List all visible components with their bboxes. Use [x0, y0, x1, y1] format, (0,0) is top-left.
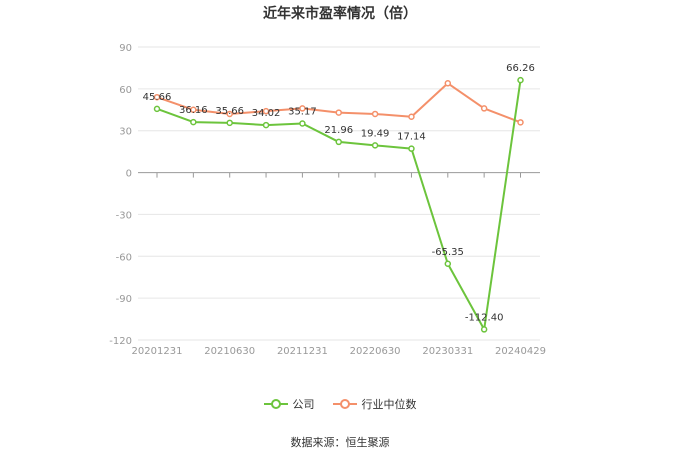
- data-label: 35.17: [288, 107, 317, 118]
- point-company: [153, 105, 161, 113]
- data-label: 36.16: [179, 105, 208, 116]
- data-label: 19.49: [361, 128, 390, 139]
- data-label: -112.40: [465, 312, 504, 323]
- data-label: 66.26: [506, 63, 535, 74]
- point-industry-median: [408, 113, 415, 121]
- point-company: [408, 145, 415, 152]
- point-company: [444, 260, 452, 268]
- x-tick-label: 20210630: [204, 346, 255, 357]
- point-industry-median: [262, 107, 270, 115]
- x-tick-label: 20211231: [277, 346, 328, 357]
- point-industry-median: [153, 93, 161, 101]
- data-source: 数据来源：恒生聚源: [290, 436, 390, 449]
- legend-item-company[interactable]: 公司: [263, 396, 315, 412]
- point-industry-median: [371, 110, 379, 118]
- x-tick-label: 20220630: [350, 346, 401, 357]
- series: [153, 76, 524, 333]
- point-industry-median: [517, 119, 524, 126]
- data-label: 21.96: [324, 125, 353, 136]
- chart-title: 近年来市盈率情况（倍）: [263, 6, 417, 22]
- y-tick-label: -120: [109, 336, 132, 347]
- point-company: [226, 119, 233, 127]
- data-label: 17.14: [397, 132, 426, 143]
- point-company: [371, 142, 379, 149]
- series-line-company: [156, 79, 522, 331]
- point-industry-median: [335, 109, 342, 116]
- point-company: [299, 120, 306, 127]
- data-labels: 45.66 36.16 35.66 34.02 35.17 21.96 19.49 17.14…: [143, 63, 535, 323]
- grid-lines: [138, 46, 540, 341]
- y-tick-label: 30: [119, 127, 132, 138]
- legend-label-industry-median: 行业中位数: [361, 398, 417, 411]
- y-tick-label: -60: [116, 252, 132, 263]
- y-tick-label: 0: [126, 169, 132, 180]
- point-company: [480, 326, 488, 333]
- point-industry-median: [299, 105, 306, 112]
- data-label: 45.66: [143, 92, 172, 103]
- point-industry-median: [226, 110, 233, 118]
- point-company: [335, 138, 342, 146]
- point-company: [517, 76, 524, 84]
- legend-marker-company: [263, 399, 288, 409]
- x-tick-label: 20240429: [495, 346, 546, 357]
- y-tick-label: 90: [119, 43, 132, 54]
- y-tick-label: -90: [116, 294, 132, 305]
- y-tick-label: -30: [116, 210, 132, 221]
- point-industry-median: [480, 105, 488, 112]
- data-label: -65.35: [432, 247, 464, 258]
- point-industry-median: [444, 80, 452, 87]
- y-tick-label: 60: [119, 85, 132, 96]
- legend-marker-industry-median: [332, 399, 357, 409]
- x-tick-label: 20230331: [422, 346, 473, 357]
- point-company: [190, 118, 197, 126]
- legend: 公司 行业中位数: [0, 396, 680, 412]
- point-industry-median: [190, 106, 197, 114]
- data-label: 35.66: [215, 106, 244, 117]
- x-tick-label: 20201231: [132, 346, 183, 357]
- data-label: 34.02: [252, 108, 281, 119]
- legend-item-industry-median[interactable]: 行业中位数: [332, 396, 417, 412]
- point-company: [262, 121, 270, 129]
- legend-label-company: 公司: [292, 398, 315, 411]
